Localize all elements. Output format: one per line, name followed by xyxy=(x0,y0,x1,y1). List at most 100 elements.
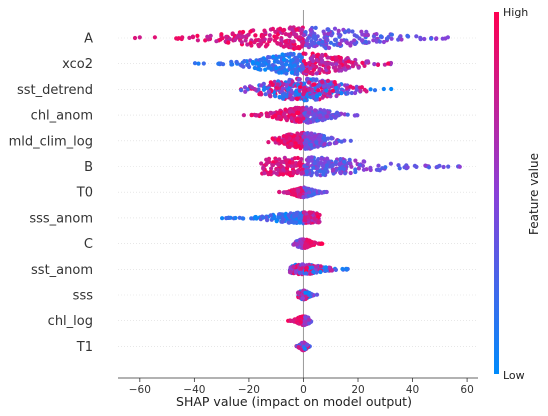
shap-dot xyxy=(310,71,315,76)
shap-dot xyxy=(345,64,351,69)
shap-dot xyxy=(260,63,265,68)
x-tick-label: −40 xyxy=(183,384,205,396)
shap-dot xyxy=(305,120,310,125)
feature-row-dots xyxy=(291,237,325,250)
shap-dot xyxy=(283,115,288,120)
shap-dot xyxy=(457,164,462,169)
shap-dot xyxy=(324,163,329,168)
feature-label: T0 xyxy=(76,186,93,201)
shap-dot xyxy=(277,215,282,220)
shap-dot xyxy=(324,114,329,119)
shap-dot xyxy=(248,40,253,46)
shap-dot xyxy=(336,83,342,88)
shap-dot xyxy=(256,44,262,49)
shap-dot xyxy=(259,57,264,62)
shap-dot xyxy=(267,55,272,60)
shap-dot xyxy=(259,161,264,166)
shap-dot xyxy=(296,187,301,193)
shap-dot xyxy=(302,98,307,103)
shap-dot xyxy=(285,164,290,169)
shap-dot xyxy=(303,107,308,112)
shap-dot xyxy=(285,52,290,57)
shap-dot xyxy=(299,171,304,176)
shap-dot xyxy=(262,85,267,90)
shap-dot xyxy=(386,61,391,66)
shap-dot xyxy=(301,92,306,97)
shap-dot xyxy=(307,61,312,66)
shap-dot xyxy=(330,56,336,61)
shap-dot xyxy=(340,266,345,272)
shap-dot xyxy=(288,93,293,98)
shap-dot xyxy=(317,66,322,72)
shap-dot xyxy=(324,189,329,195)
colorbar-low-label: Low xyxy=(503,369,525,382)
shap-dot xyxy=(287,136,292,141)
shap-dot xyxy=(280,64,285,69)
shap-dot xyxy=(315,84,320,89)
shap-dot xyxy=(295,96,300,102)
shap-dot xyxy=(334,140,339,145)
shap-dot xyxy=(190,35,196,40)
shap-dot xyxy=(274,66,279,71)
shap-dot xyxy=(384,36,390,41)
shap-dot xyxy=(192,61,198,66)
shap-dot xyxy=(329,136,334,141)
shap-dot xyxy=(283,39,288,44)
shap-dot xyxy=(339,38,344,43)
shap-dot xyxy=(348,43,353,48)
shap-dot xyxy=(316,157,321,162)
shap-dot xyxy=(356,65,361,70)
shap-dot xyxy=(290,52,295,57)
shap-dot xyxy=(319,156,324,161)
shap-dot xyxy=(371,38,376,43)
x-tick-label: 60 xyxy=(460,384,473,396)
shap-dot xyxy=(132,35,138,41)
shap-dot xyxy=(273,29,278,34)
shap-dot xyxy=(389,86,394,92)
shap-dot xyxy=(329,164,334,169)
shap-dot xyxy=(277,212,282,217)
shap-dot xyxy=(297,192,302,197)
shap-dot xyxy=(378,34,383,39)
shap-dot xyxy=(382,62,387,67)
shap-dot xyxy=(374,39,379,44)
shap-dot xyxy=(368,87,373,92)
shap-dot xyxy=(286,79,291,84)
shap-dot xyxy=(241,29,246,35)
shap-dot xyxy=(279,159,284,165)
shap-dot xyxy=(300,296,306,301)
shap-dot xyxy=(376,167,381,172)
shap-dot xyxy=(354,87,359,92)
shap-dot xyxy=(281,69,286,74)
shap-dot xyxy=(267,93,272,98)
shap-dot xyxy=(253,38,258,43)
feature-label: A xyxy=(84,32,93,47)
feature-label: sst_anom xyxy=(31,263,93,278)
shap-dot xyxy=(304,139,309,145)
shap-dot xyxy=(261,166,266,171)
shap-dot xyxy=(224,34,229,40)
colorbar-high-label: High xyxy=(503,6,528,19)
shap-dot xyxy=(195,38,200,43)
shap-dot xyxy=(362,63,367,68)
shap-dot xyxy=(287,34,292,39)
shap-dot xyxy=(279,37,284,42)
shap-dot xyxy=(332,80,337,85)
shap-dot xyxy=(314,57,319,63)
shap-dot xyxy=(296,345,301,350)
shap-dot xyxy=(318,269,323,275)
shap-dot xyxy=(294,27,299,32)
shap-dot xyxy=(283,43,288,49)
shap-dot xyxy=(249,113,254,118)
shap-dot xyxy=(291,171,296,176)
shap-dot xyxy=(317,92,322,97)
shap-dot xyxy=(305,69,310,74)
feature-row-dots xyxy=(132,25,450,51)
shap-dot xyxy=(309,105,314,111)
shap-dot xyxy=(262,171,267,176)
shap-dot xyxy=(296,144,301,149)
shap-dot xyxy=(304,271,309,276)
shap-dot xyxy=(274,85,279,90)
shap-dot xyxy=(205,34,210,39)
shap-dot xyxy=(299,188,305,193)
